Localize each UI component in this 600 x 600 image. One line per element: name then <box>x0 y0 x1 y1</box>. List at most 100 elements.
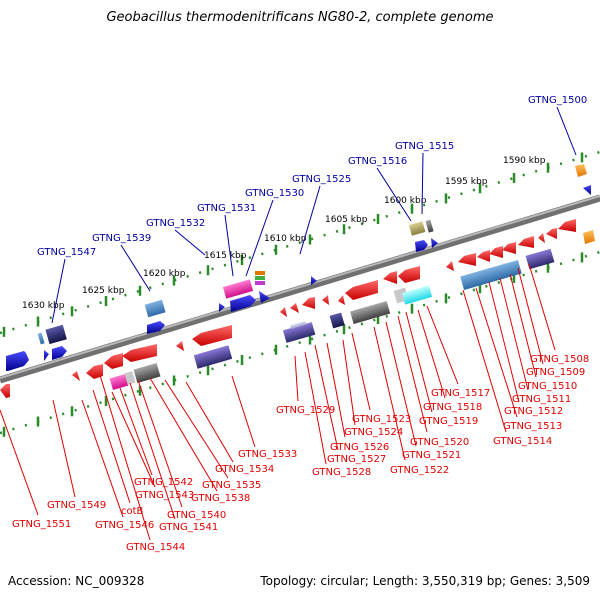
gene-box[interactable] <box>282 322 316 343</box>
gene-box[interactable] <box>255 276 265 280</box>
gene-arrow[interactable] <box>322 295 329 305</box>
gene-arrow[interactable] <box>575 164 587 177</box>
gene-box[interactable] <box>222 279 254 299</box>
gene-label-reverse[interactable]: GTNG_1519 <box>419 416 478 427</box>
gene-box[interactable] <box>329 312 345 329</box>
gene-arrow[interactable] <box>538 233 545 243</box>
ruler-line-lower <box>0 250 600 435</box>
gene-label-reverse[interactable]: GTNG_1514 <box>493 436 552 447</box>
gene-arrow[interactable] <box>104 353 123 369</box>
gene-box[interactable] <box>350 300 391 324</box>
gene-arrow[interactable] <box>383 271 397 284</box>
gene-label-reverse[interactable]: GTNG_1520 <box>410 437 469 448</box>
gene-label-reverse[interactable]: GTNG_1551 <box>12 519 71 530</box>
gene-label-reverse[interactable]: cotB <box>121 506 144 517</box>
gene-callout-line <box>426 305 459 385</box>
gene-label-forward[interactable]: GTNG_1531 <box>197 203 256 214</box>
gene-arrow[interactable] <box>398 266 420 283</box>
gene-box[interactable] <box>255 271 265 275</box>
gene-arrow[interactable] <box>477 250 490 262</box>
gene-box[interactable] <box>460 260 522 290</box>
gene-label-reverse[interactable]: GTNG_1511 <box>512 394 571 405</box>
gene-label-reverse[interactable]: GTNG_1549 <box>47 500 106 511</box>
gene-label-reverse[interactable]: GTNG_1527 <box>327 454 386 465</box>
gene-box[interactable] <box>408 221 426 236</box>
gene-arrow[interactable] <box>502 242 516 254</box>
gene-label-reverse[interactable]: GTNG_1538 <box>191 493 250 504</box>
gene-arrow[interactable] <box>338 295 345 305</box>
gene-arrow[interactable] <box>259 291 270 303</box>
gene-arrow[interactable] <box>122 344 157 362</box>
gene-label-reverse[interactable]: GTNG_1521 <box>402 450 461 461</box>
gene-label-reverse[interactable]: GTNG_1534 <box>215 464 274 475</box>
gene-box[interactable] <box>124 371 136 385</box>
gene-arrow[interactable] <box>558 219 576 232</box>
gene-arrow[interactable] <box>415 240 428 252</box>
gene-label-reverse[interactable]: GTNG_1526 <box>330 442 389 453</box>
gene-label-reverse[interactable]: GTNG_1522 <box>390 465 449 476</box>
gene-label-forward[interactable]: GTNG_1530 <box>245 188 304 199</box>
gene-arrow[interactable] <box>290 303 299 313</box>
gene-label-reverse[interactable]: GTNG_1512 <box>504 406 563 417</box>
gene-box[interactable] <box>144 299 166 318</box>
gene-box[interactable] <box>401 285 433 305</box>
gene-arrow[interactable] <box>6 351 29 371</box>
gene-arrow[interactable] <box>52 346 67 360</box>
gene-label-reverse[interactable]: GTNG_1524 <box>344 427 403 438</box>
gene-arrow[interactable] <box>0 384 10 398</box>
gene-arrow[interactable] <box>302 297 315 309</box>
gene-label-forward[interactable]: GTNG_1516 <box>348 156 407 167</box>
gene-box[interactable] <box>193 345 233 369</box>
gene-label-reverse[interactable]: GTNG_1518 <box>423 402 482 413</box>
gene-box[interactable] <box>255 281 265 285</box>
gene-box[interactable] <box>45 324 67 345</box>
gene-box[interactable] <box>133 362 161 384</box>
gene-box[interactable] <box>37 332 45 345</box>
gene-arrow[interactable] <box>546 228 557 239</box>
gene-label-reverse[interactable]: GTNG_1529 <box>276 405 335 416</box>
gene-label-reverse[interactable]: GTNG_1528 <box>312 467 371 478</box>
gene-arrow[interactable] <box>518 236 534 248</box>
gene-label-reverse[interactable]: GTNG_1513 <box>503 421 562 432</box>
gene-label-forward[interactable]: GTNG_1539 <box>92 233 151 244</box>
gene-arrow[interactable] <box>311 276 317 285</box>
gene-arrow[interactable] <box>458 253 476 266</box>
gene-label-reverse[interactable]: GTNG_1544 <box>126 542 185 553</box>
gene-label-forward[interactable]: GTNG_1515 <box>395 141 454 152</box>
gene-arrow[interactable] <box>219 303 225 312</box>
gene-label-forward[interactable]: GTNG_1547 <box>37 247 96 258</box>
gene-arrow[interactable] <box>192 325 232 346</box>
gene-arrow[interactable] <box>489 246 503 258</box>
gene-label-reverse[interactable]: GTNG_1546 <box>95 520 154 531</box>
gene-label-reverse[interactable]: GTNG_1543 <box>135 490 194 501</box>
gene-arrow[interactable] <box>345 280 378 300</box>
gene-arrow[interactable] <box>86 364 103 379</box>
gene-arrow[interactable] <box>230 295 256 312</box>
gene-label-reverse[interactable]: GTNG_1542 <box>134 477 193 488</box>
gene-label-forward[interactable]: GTNG_1525 <box>292 174 351 185</box>
gene-box[interactable] <box>289 320 307 330</box>
gene-arrow[interactable] <box>583 230 595 244</box>
gene-label-reverse[interactable]: GTNG_1517 <box>431 388 490 399</box>
gene-label-reverse[interactable]: GTNG_1510 <box>518 381 577 392</box>
gene-arrow[interactable] <box>176 341 184 351</box>
gene-arrow[interactable] <box>431 238 438 248</box>
gene-arrow[interactable] <box>446 261 454 271</box>
gene-label-reverse[interactable]: GTNG_1540 <box>167 510 226 521</box>
gene-arrow[interactable] <box>583 185 591 195</box>
gene-label-reverse[interactable]: GTNG_1508 <box>530 354 589 365</box>
gene-box[interactable] <box>525 248 555 270</box>
gene-label-reverse[interactable]: GTNG_1541 <box>159 522 218 533</box>
gene-arrow[interactable] <box>280 307 287 317</box>
gene-label-reverse[interactable]: GTNG_1535 <box>202 480 261 491</box>
gene-label-reverse[interactable]: GTNG_1533 <box>238 449 297 460</box>
gene-label-forward[interactable]: GTNG_1500 <box>528 95 587 106</box>
gene-label-reverse[interactable]: GTNG_1523 <box>352 414 411 425</box>
gene-box[interactable] <box>425 219 434 233</box>
gene-label-forward[interactable]: GTNG_1532 <box>146 218 205 229</box>
gene-arrow[interactable] <box>72 371 80 381</box>
gene-arrow[interactable] <box>44 350 49 361</box>
gene-arrow[interactable] <box>147 321 165 334</box>
gene-box[interactable] <box>109 374 129 390</box>
gene-label-reverse[interactable]: GTNG_1509 <box>526 367 585 378</box>
